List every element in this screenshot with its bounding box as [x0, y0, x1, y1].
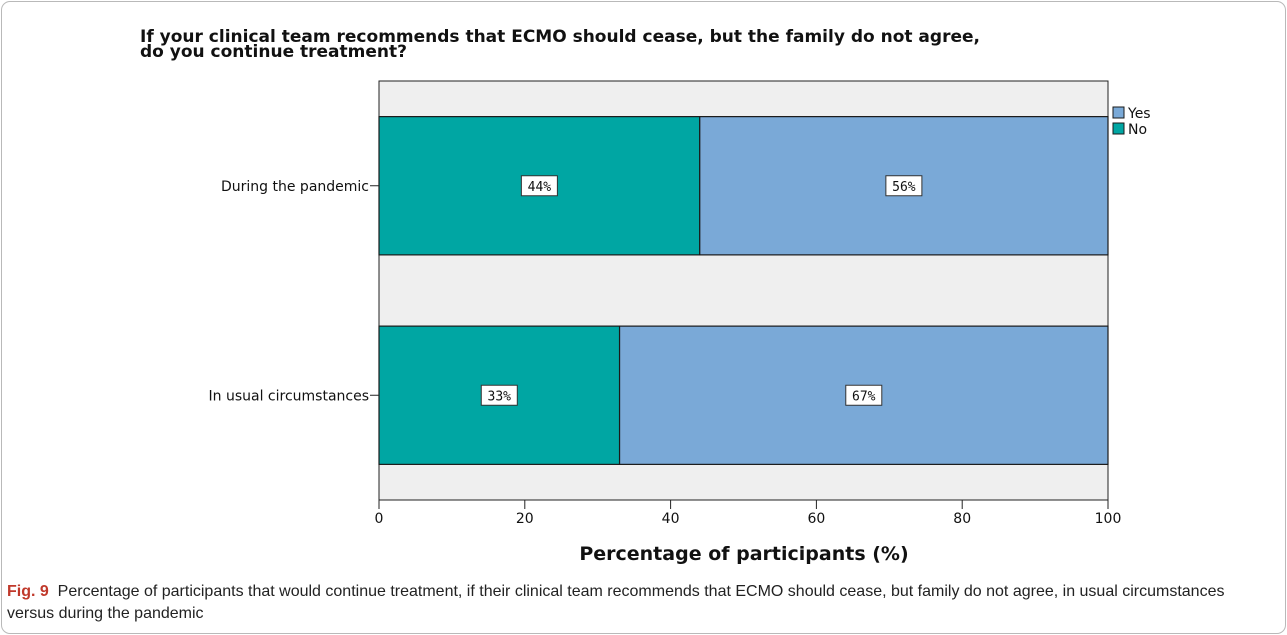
legend-label: No [1128, 122, 1147, 138]
figure-caption: Fig. 9 Percentage of participants that w… [7, 581, 1257, 625]
chart-title: If your clinical team recommends that EC… [140, 27, 980, 62]
data-label: 56% [892, 180, 916, 195]
stacked-bar-chart: If your clinical team recommends that EC… [140, 27, 1151, 565]
data-labels: 44% 56% 33% 67% [480, 175, 923, 406]
x-axis: 0 20 40 60 80 100 Percentage of participants (… [375, 500, 1122, 565]
legend-swatch [1112, 122, 1125, 135]
data-label: 67% [852, 389, 876, 404]
caption-text: Percentage of participants that would co… [7, 583, 1225, 622]
data-label: 33% [488, 389, 512, 404]
x-tick-label: 0 [375, 511, 384, 527]
category-label: In usual circumstances [209, 388, 370, 404]
x-tick-label: 20 [516, 511, 534, 527]
x-tick-label: 40 [662, 511, 680, 527]
chart-title-line: If your clinical team recommends that EC… [140, 27, 980, 47]
category-axis: During the pandemic In usual circumstance… [209, 179, 379, 404]
category-label: During the pandemic [221, 179, 369, 195]
x-axis-title: Percentage of participants (%) [579, 543, 908, 565]
data-label-box [480, 384, 518, 406]
chart-title-line: do you continue treatment? [140, 42, 407, 62]
data-label-box [520, 175, 558, 197]
legend-swatch [1112, 106, 1125, 119]
legend-label: Yes [1127, 106, 1151, 122]
data-label: 44% [528, 180, 552, 195]
figure-label: Fig. 9 [7, 583, 49, 600]
data-label-box [845, 384, 883, 406]
x-tick-label: 100 [1095, 511, 1122, 527]
x-tick-label: 60 [807, 511, 825, 527]
data-label-box [885, 175, 923, 197]
x-tick-label: 80 [953, 511, 971, 527]
